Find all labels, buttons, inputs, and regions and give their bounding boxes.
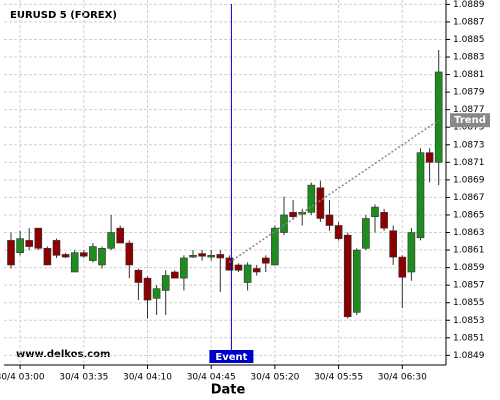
candle-body	[261, 257, 270, 264]
candle-body	[243, 264, 252, 283]
candle-body	[180, 257, 188, 279]
candle-body	[316, 187, 325, 219]
candle-body	[380, 212, 388, 229]
candle-body	[425, 152, 434, 163]
candle-body	[362, 218, 370, 249]
candle-body	[89, 246, 97, 261]
y-tick-label: 1.0851	[453, 333, 485, 343]
x-tick-label: 30/4 05:55	[314, 373, 363, 383]
candle-body	[134, 269, 143, 283]
event-label: Event	[215, 352, 247, 363]
watermark: www.delkos.com	[16, 349, 110, 360]
y-tick-label: 1.0879	[453, 88, 485, 98]
candle-body	[307, 184, 316, 213]
candle-body	[225, 257, 234, 271]
x-tick-label: 30/4 04:45	[187, 373, 236, 383]
candle-body	[271, 227, 279, 266]
trend-label: Trend	[454, 115, 486, 126]
candle-body	[152, 288, 161, 299]
y-tick-label: 1.0887	[453, 17, 485, 27]
candle-body	[161, 275, 170, 291]
candle-body	[171, 271, 179, 279]
candle-body	[16, 238, 24, 253]
trend-label-box	[450, 113, 490, 128]
candle-body	[207, 255, 215, 258]
x-tick-label: 30/4 04:10	[123, 373, 172, 383]
candle-body	[407, 232, 416, 273]
x-tick-label: 30/4 03:35	[59, 373, 108, 383]
x-axis-label: Date	[211, 383, 246, 398]
candle-body	[107, 232, 115, 249]
candle-body	[334, 225, 343, 239]
candle-body	[234, 264, 243, 271]
y-tick-label: 1.0863	[453, 228, 485, 238]
x-tick-label: 30/4 03:00	[0, 373, 45, 383]
candle-body	[25, 240, 34, 247]
y-tick-label: 1.0855	[453, 298, 485, 308]
y-tick-label: 1.0881	[453, 70, 485, 80]
candle-body	[371, 206, 379, 218]
y-tick-label: 1.0857	[453, 281, 485, 291]
candle-body	[80, 252, 88, 257]
candle-body	[52, 240, 61, 256]
candle-body	[343, 234, 352, 318]
y-tick-label: 1.0861	[453, 246, 485, 256]
x-tick-label: 30/4 06:30	[378, 373, 427, 383]
candle-body	[98, 248, 106, 266]
candle-body	[416, 152, 425, 239]
candle-body	[398, 256, 407, 278]
event-label-box	[209, 350, 254, 363]
candle-body	[116, 227, 124, 244]
x-tick-label: 30/4 05:20	[250, 373, 299, 383]
y-tick-label: 1.0877	[453, 105, 485, 115]
chart-title: EURUSD 5 (FOREX)	[10, 10, 117, 21]
candle-body	[143, 277, 152, 301]
candle-body	[216, 254, 225, 259]
y-tick-label: 1.0853	[453, 316, 485, 326]
candle-body	[289, 212, 297, 218]
candle-body	[43, 248, 52, 266]
candle-body	[7, 240, 15, 266]
candle-body	[61, 254, 70, 258]
y-tick-label: 1.0859	[453, 263, 485, 273]
candle-body	[125, 242, 134, 266]
candle-body	[70, 252, 79, 273]
y-tick-label: 1.0865	[453, 210, 485, 220]
y-tick-label: 1.0867	[453, 193, 485, 203]
candle-body	[198, 253, 206, 257]
y-tick-label: 1.0883	[453, 53, 485, 63]
y-tick-label: 1.0869	[453, 175, 485, 185]
candle-body	[34, 227, 43, 249]
y-tick-label: 1.0849	[453, 351, 485, 361]
y-tick-label: 1.0871	[453, 158, 485, 168]
candle-body	[434, 71, 443, 163]
candle-body	[352, 249, 361, 313]
y-tick-label: 1.0889	[453, 0, 485, 10]
y-tick-label: 1.0873	[453, 140, 485, 150]
candle-body	[389, 230, 398, 258]
candle-body	[252, 268, 261, 273]
candle-body	[325, 214, 334, 226]
trend-line	[228, 119, 440, 263]
y-tick-label: 1.0885	[453, 35, 485, 45]
y-tick-label: 1.0875	[453, 123, 485, 133]
candle-body	[189, 255, 197, 258]
